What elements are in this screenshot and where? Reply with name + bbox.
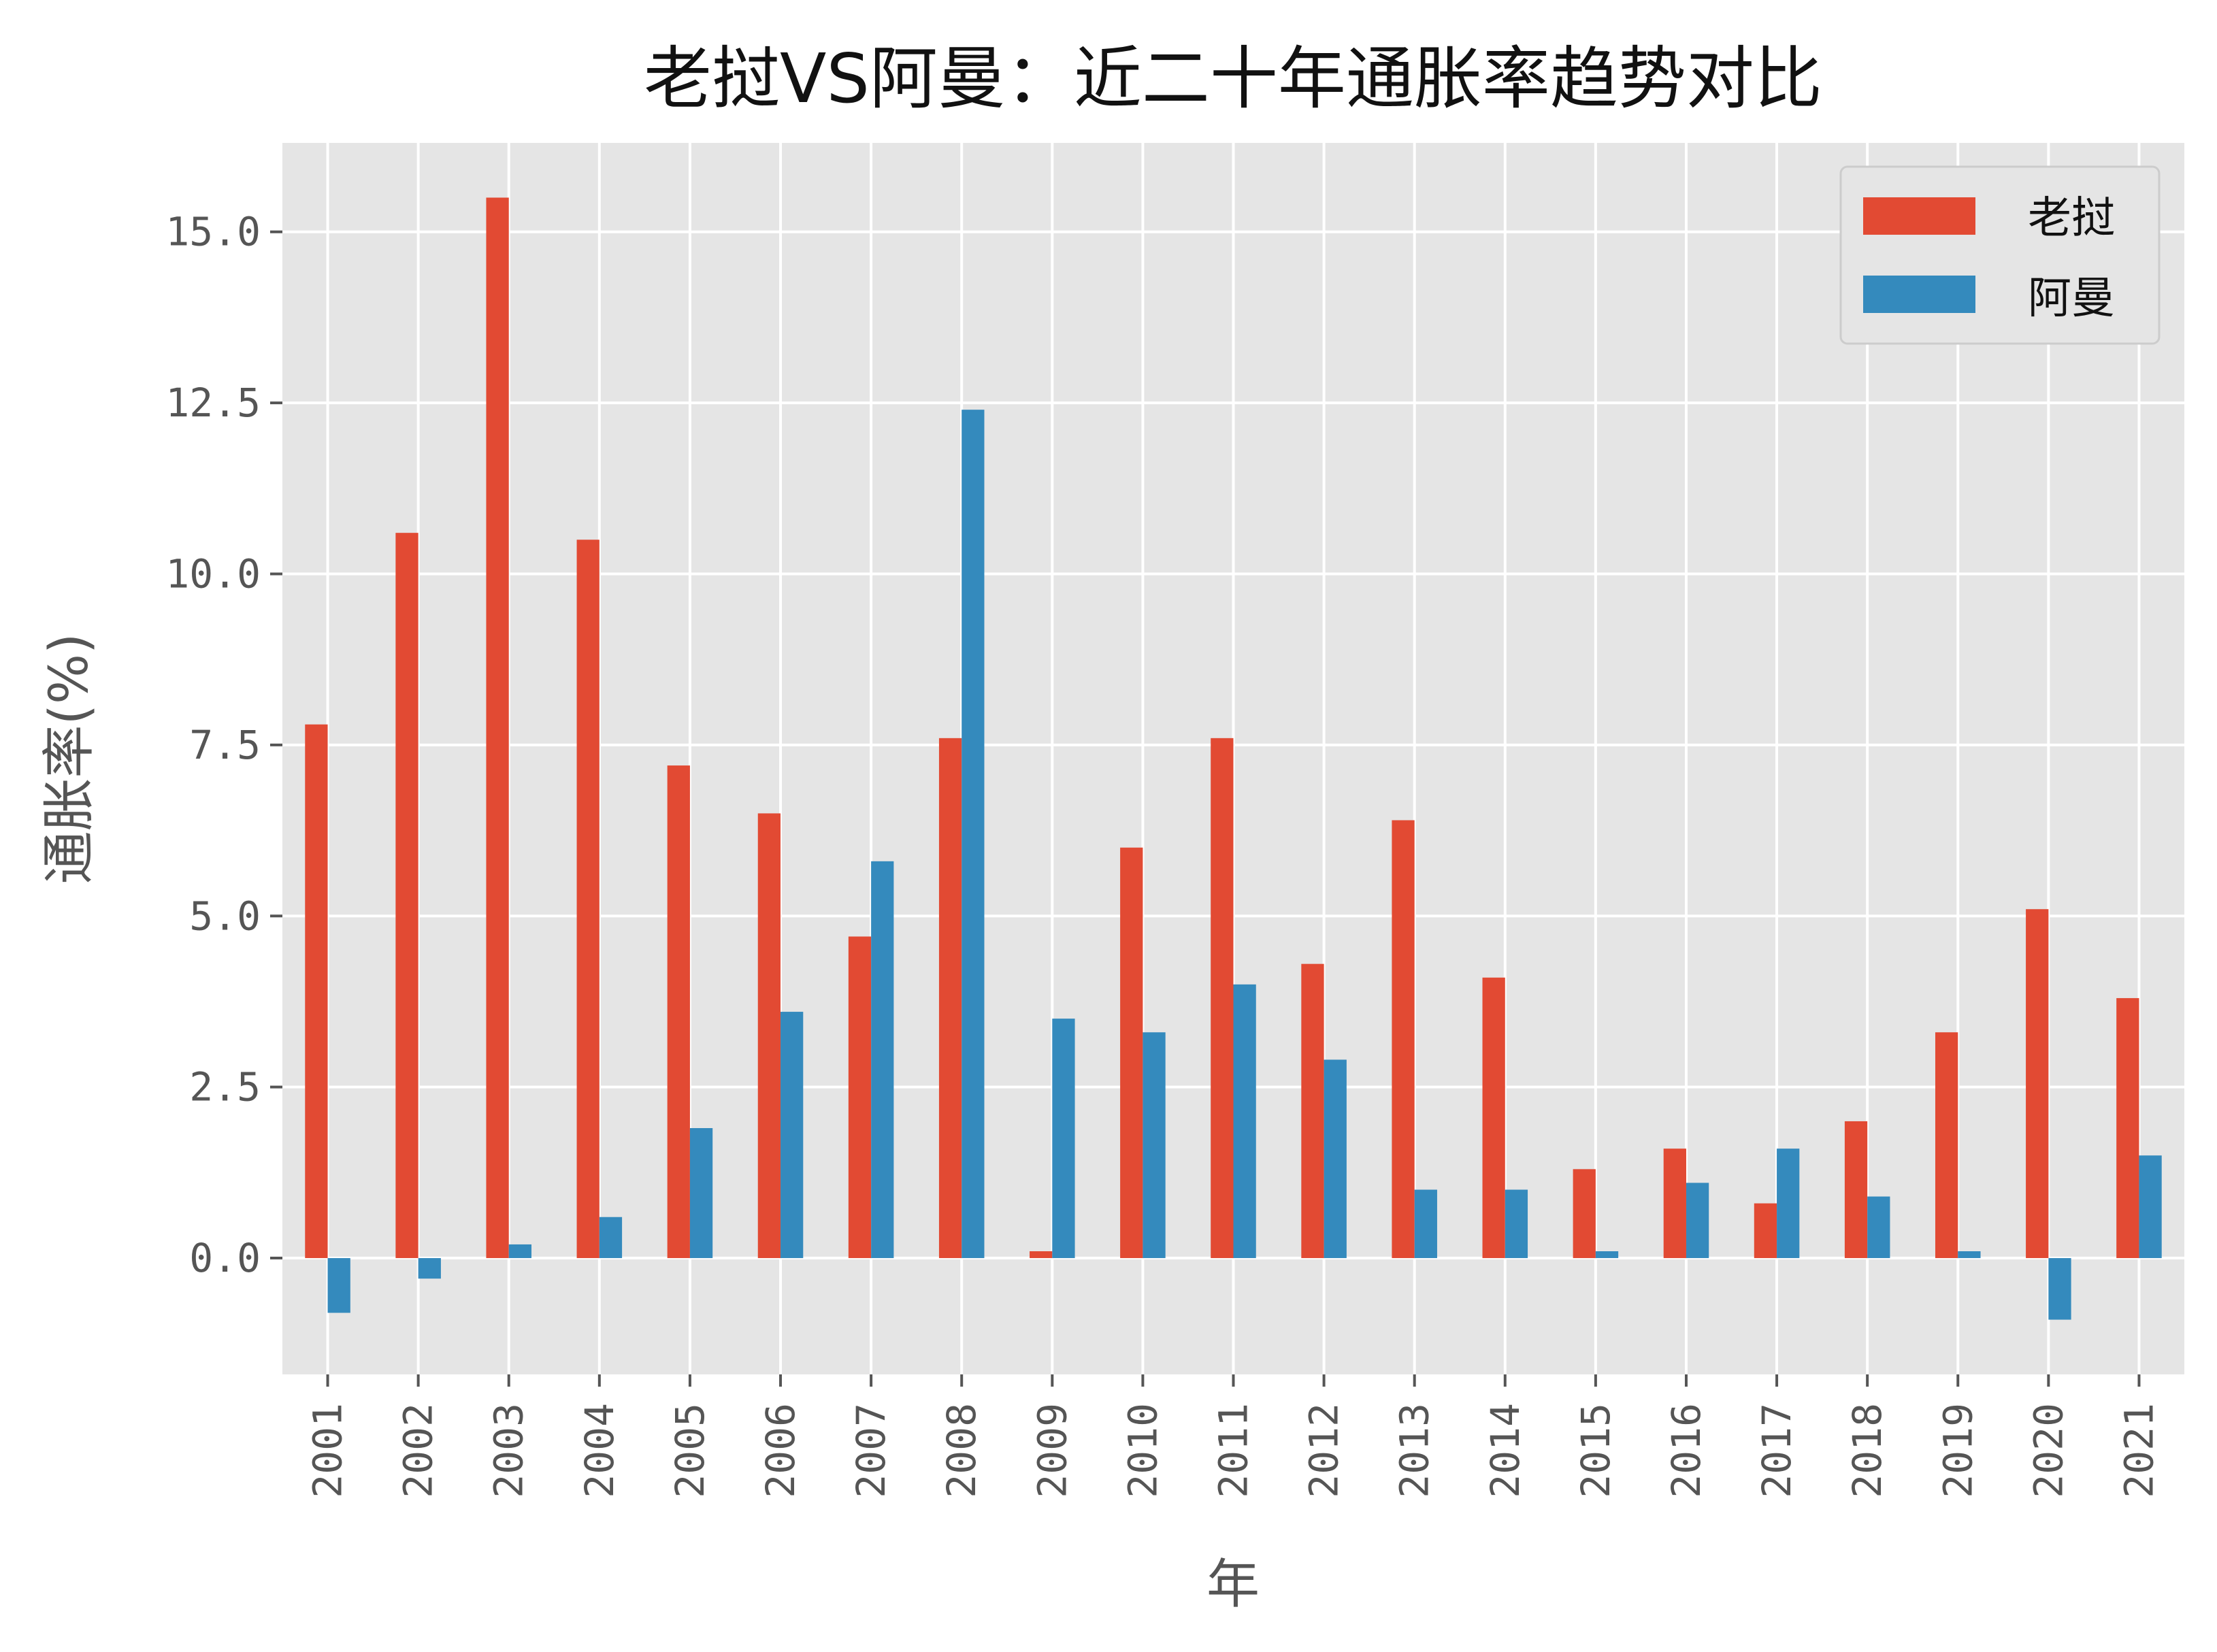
bar-oman-2009	[1052, 1019, 1075, 1259]
bar-oman-2010	[1143, 1032, 1166, 1259]
bar-oman-2003	[508, 1244, 532, 1259]
bar-oman-2001	[327, 1258, 350, 1313]
bar-laos-2016	[1663, 1149, 1686, 1259]
y-tick-label: 12.5	[165, 380, 261, 426]
y-tick-label: 5.0	[189, 893, 261, 939]
bar-laos-2005	[667, 765, 690, 1259]
bar-oman-2021	[2139, 1155, 2162, 1259]
bar-laos-2002	[395, 533, 418, 1259]
bar-laos-2015	[1573, 1169, 1596, 1259]
x-tick-label: 2017	[1754, 1403, 1800, 1498]
bar-laos-2007	[848, 936, 872, 1259]
bar-oman-2016	[1686, 1183, 1709, 1259]
bar-oman-2020	[2048, 1258, 2071, 1320]
x-tick-label: 2002	[395, 1403, 442, 1498]
x-tick-label: 2006	[757, 1403, 804, 1498]
bars	[305, 197, 2162, 1320]
x-tick-label: 2020	[2025, 1403, 2071, 1498]
bar-oman-2006	[781, 1012, 804, 1259]
legend-swatch-laos	[1863, 197, 1975, 235]
bar-laos-2012	[1301, 963, 1324, 1259]
x-tick-label: 2003	[486, 1403, 532, 1498]
bar-laos-2009	[1030, 1251, 1053, 1259]
bar-oman-2002	[418, 1258, 441, 1279]
bar-laos-2004	[576, 540, 600, 1259]
x-tick-label: 2001	[305, 1403, 351, 1498]
bar-oman-2015	[1595, 1251, 1619, 1259]
bar-oman-2013	[1414, 1189, 1437, 1259]
bar-laos-2019	[1935, 1032, 1958, 1259]
legend-label-laos: 老挝	[2028, 193, 2115, 244]
bar-laos-2017	[1754, 1203, 1777, 1259]
bar-laos-2003	[486, 197, 509, 1259]
legend-swatch-oman	[1863, 276, 1975, 313]
bar-laos-2001	[305, 724, 328, 1259]
bar-oman-2004	[599, 1217, 623, 1259]
x-axis-ticks: 2001 2002 2003 2004 2005 2006 2007 2008 2009 2010…	[305, 1374, 2162, 1498]
bar-oman-2019	[1958, 1251, 1981, 1259]
x-tick-label: 2005	[667, 1403, 713, 1498]
x-tick-label: 2014	[1482, 1403, 1528, 1498]
y-axis-label: 通胀率(%)	[39, 633, 100, 885]
legend-label-oman: 阿曼	[2028, 274, 2115, 324]
x-tick-label: 2009	[1029, 1403, 1075, 1498]
x-tick-label: 2007	[848, 1403, 894, 1498]
bar-oman-2012	[1324, 1059, 1347, 1259]
bar-laos-2020	[2026, 909, 2049, 1259]
bar-laos-2021	[2116, 997, 2139, 1259]
x-tick-label: 2011	[1211, 1403, 1257, 1498]
bar-oman-2018	[1867, 1196, 1890, 1259]
bar-oman-2017	[1777, 1149, 1800, 1259]
bar-laos-2011	[1211, 738, 1234, 1259]
y-axis-ticks: 0.0 2.5 5.0 7.5 10.0 12.5 15.0	[165, 209, 282, 1281]
bar-oman-2011	[1233, 984, 1256, 1259]
x-axis-label: 年	[1206, 1554, 1260, 1615]
y-tick-label: 2.5	[189, 1064, 261, 1110]
x-tick-label: 2008	[938, 1403, 985, 1498]
bar-oman-2008	[962, 410, 985, 1259]
bar-laos-2008	[938, 738, 962, 1259]
bar-oman-2007	[871, 861, 894, 1259]
x-tick-label: 2018	[1844, 1403, 1890, 1498]
x-tick-label: 2004	[576, 1403, 623, 1498]
bar-laos-2006	[757, 813, 781, 1259]
y-tick-label: 10.0	[165, 551, 261, 597]
x-tick-label: 2016	[1663, 1403, 1709, 1498]
y-tick-label: 15.0	[165, 209, 261, 255]
bar-laos-2014	[1482, 977, 1505, 1259]
x-tick-label: 2021	[2116, 1403, 2162, 1498]
bar-oman-2005	[689, 1128, 713, 1259]
x-tick-label: 2019	[1935, 1403, 1981, 1498]
chart-title: 老挝VS阿曼：近二十年通胀率趋势对比	[644, 39, 1822, 118]
bar-laos-2013	[1392, 820, 1415, 1259]
bar-oman-2014	[1505, 1189, 1528, 1259]
legend: 老挝 阿曼	[1839, 165, 2161, 345]
y-tick-label: 0.0	[189, 1235, 261, 1281]
bar-laos-2018	[1844, 1121, 1868, 1259]
x-tick-label: 2013	[1392, 1403, 1438, 1498]
y-tick-label: 7.5	[189, 722, 261, 768]
x-tick-label: 2015	[1573, 1403, 1619, 1498]
x-tick-label: 2010	[1119, 1403, 1166, 1498]
x-tick-label: 2012	[1301, 1403, 1347, 1498]
bar-laos-2010	[1120, 847, 1143, 1259]
